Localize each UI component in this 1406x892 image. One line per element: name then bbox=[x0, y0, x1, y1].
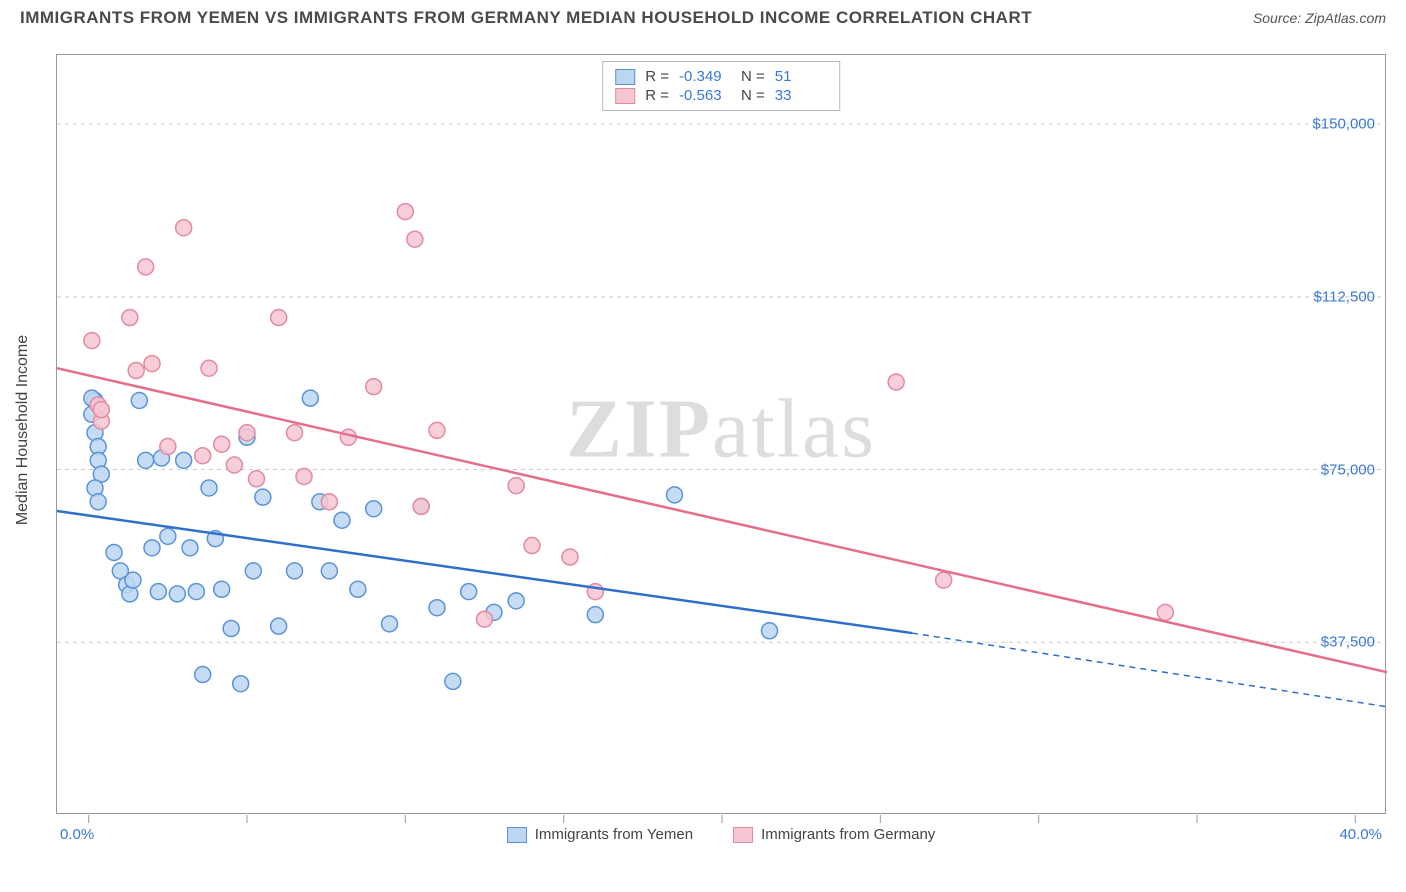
scatter-point-yemen bbox=[382, 616, 398, 632]
scatter-point-yemen bbox=[144, 540, 160, 556]
scatter-point-yemen bbox=[201, 480, 217, 496]
legend-swatch-yemen bbox=[507, 827, 527, 843]
scatter-point-germany bbox=[562, 549, 578, 565]
scatter-point-yemen bbox=[302, 390, 318, 406]
y-tick-label: $37,500 bbox=[1321, 634, 1375, 651]
scatter-point-yemen bbox=[169, 586, 185, 602]
scatter-svg bbox=[57, 55, 1385, 813]
scatter-point-yemen bbox=[461, 584, 477, 600]
scatter-point-germany bbox=[477, 611, 493, 627]
scatter-point-yemen bbox=[233, 676, 249, 692]
scatter-point-yemen bbox=[667, 487, 683, 503]
scatter-point-germany bbox=[93, 402, 109, 418]
chart-title: IMMIGRANTS FROM YEMEN VS IMMIGRANTS FROM… bbox=[20, 8, 1032, 28]
stats-legend-box: R = -0.349 N = 51 R = -0.563 N = 33 bbox=[602, 61, 840, 111]
stats-row-yemen: R = -0.349 N = 51 bbox=[615, 68, 827, 85]
y-tick-label: $150,000 bbox=[1312, 116, 1375, 133]
scatter-point-germany bbox=[1157, 604, 1173, 620]
scatter-point-yemen bbox=[334, 512, 350, 528]
scatter-point-germany bbox=[429, 422, 445, 438]
scatter-point-germany bbox=[195, 448, 211, 464]
n-value-yemen: 51 bbox=[775, 68, 827, 85]
scatter-point-germany bbox=[214, 436, 230, 452]
legend-swatch-yemen bbox=[615, 69, 635, 85]
legend-swatch-germany bbox=[615, 88, 635, 104]
legend-item-yemen: Immigrants from Yemen bbox=[507, 826, 693, 843]
scatter-point-yemen bbox=[176, 452, 192, 468]
scatter-point-yemen bbox=[762, 623, 778, 639]
legend-label-germany: Immigrants from Germany bbox=[761, 826, 935, 843]
scatter-point-yemen bbox=[90, 494, 106, 510]
scatter-point-yemen bbox=[366, 501, 382, 517]
r-value-yemen: -0.349 bbox=[679, 68, 731, 85]
scatter-point-germany bbox=[524, 538, 540, 554]
scatter-point-germany bbox=[176, 220, 192, 236]
y-tick-label: $112,500 bbox=[1314, 288, 1375, 305]
scatter-point-yemen bbox=[255, 489, 271, 505]
title-bar: IMMIGRANTS FROM YEMEN VS IMMIGRANTS FROM… bbox=[0, 0, 1406, 32]
scatter-point-germany bbox=[287, 425, 303, 441]
regression-line-germany bbox=[57, 368, 1387, 672]
scatter-point-germany bbox=[271, 310, 287, 326]
scatter-point-yemen bbox=[188, 584, 204, 600]
scatter-point-germany bbox=[413, 498, 429, 514]
scatter-point-yemen bbox=[508, 593, 524, 609]
scatter-point-germany bbox=[407, 231, 423, 247]
scatter-point-germany bbox=[888, 374, 904, 390]
scatter-point-yemen bbox=[214, 581, 230, 597]
scatter-point-yemen bbox=[131, 392, 147, 408]
r-value-germany: -0.563 bbox=[679, 87, 731, 104]
scatter-point-germany bbox=[296, 468, 312, 484]
scatter-point-germany bbox=[321, 494, 337, 510]
scatter-point-yemen bbox=[245, 563, 261, 579]
scatter-point-germany bbox=[84, 333, 100, 349]
n-label: N = bbox=[741, 68, 765, 85]
scatter-point-germany bbox=[226, 457, 242, 473]
scatter-point-yemen bbox=[321, 563, 337, 579]
plot-area: ZIPatlas R =-0.349N =51R =-0.563N =33 $3… bbox=[56, 54, 1386, 814]
scatter-point-yemen bbox=[587, 607, 603, 623]
r-label: R = bbox=[645, 87, 669, 104]
scatter-point-yemen bbox=[106, 544, 122, 560]
legend-item-germany: Immigrants from Germany bbox=[733, 826, 935, 843]
n-label: N = bbox=[741, 87, 765, 104]
scatter-point-germany bbox=[508, 478, 524, 494]
scatter-point-germany bbox=[138, 259, 154, 275]
scatter-point-yemen bbox=[271, 618, 287, 634]
scatter-point-yemen bbox=[350, 581, 366, 597]
scatter-point-yemen bbox=[445, 673, 461, 689]
bottom-legend: Immigrants from Yemen Immigrants from Ger… bbox=[56, 826, 1386, 843]
scatter-point-germany bbox=[128, 363, 144, 379]
y-tick-label: $75,000 bbox=[1321, 461, 1375, 478]
scatter-point-germany bbox=[366, 379, 382, 395]
scatter-point-germany bbox=[122, 310, 138, 326]
scatter-point-germany bbox=[160, 439, 176, 455]
scatter-point-germany bbox=[397, 204, 413, 220]
scatter-point-yemen bbox=[223, 620, 239, 636]
regression-extrapolation-yemen bbox=[912, 633, 1387, 707]
scatter-point-germany bbox=[144, 356, 160, 372]
stats-row-germany: R = -0.563 N = 33 bbox=[615, 87, 827, 104]
scatter-point-germany bbox=[936, 572, 952, 588]
scatter-point-yemen bbox=[182, 540, 198, 556]
source-attribution: Source: ZipAtlas.com bbox=[1253, 10, 1386, 26]
scatter-point-yemen bbox=[125, 572, 141, 588]
scatter-point-yemen bbox=[429, 600, 445, 616]
n-value-germany: 33 bbox=[775, 87, 827, 104]
scatter-point-yemen bbox=[138, 452, 154, 468]
scatter-point-yemen bbox=[287, 563, 303, 579]
r-label: R = bbox=[645, 68, 669, 85]
legend-label-yemen: Immigrants from Yemen bbox=[535, 826, 693, 843]
scatter-point-yemen bbox=[150, 584, 166, 600]
scatter-point-germany bbox=[249, 471, 265, 487]
y-axis-title: Median Household Income bbox=[14, 335, 32, 525]
scatter-point-germany bbox=[201, 360, 217, 376]
scatter-point-yemen bbox=[195, 667, 211, 683]
scatter-point-germany bbox=[239, 425, 255, 441]
scatter-point-yemen bbox=[160, 528, 176, 544]
legend-swatch-germany bbox=[733, 827, 753, 843]
